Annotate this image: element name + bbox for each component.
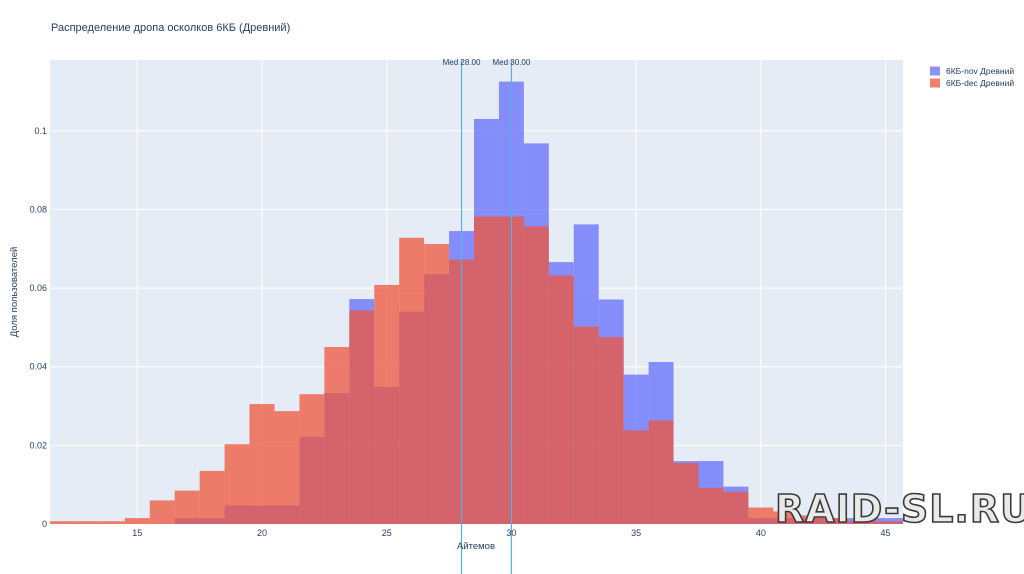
bar-dec[interactable] — [648, 420, 674, 524]
bar-dec[interactable] — [798, 515, 824, 524]
x-axis-title: Айтемов — [457, 541, 495, 552]
bar-dec[interactable] — [523, 226, 549, 524]
watermark-logo: RAID-SL.RU — [775, 487, 1024, 531]
bar-dec[interactable] — [673, 463, 699, 524]
bar-dec[interactable] — [773, 511, 799, 524]
legend[interactable]: 6КБ-nov Древний 6КБ-dec Древний — [930, 66, 1014, 88]
bar-dec[interactable] — [598, 337, 624, 524]
bar-dec[interactable] — [748, 507, 774, 524]
x-tick-labels: 15 20 25 30 35 40 45 — [132, 528, 890, 538]
y-tick-label: 0.04 — [29, 362, 47, 372]
y-axis-title: Доля пользователей — [9, 247, 20, 338]
legend-swatch[interactable] — [930, 78, 940, 88]
series-dec-bars[interactable] — [50, 216, 903, 525]
bar-dec[interactable] — [50, 521, 75, 524]
x-tick-label: 25 — [382, 528, 392, 538]
bar-dec[interactable] — [474, 216, 499, 524]
bar-dec[interactable] — [74, 521, 100, 524]
bar-dec[interactable] — [324, 347, 350, 524]
bar-dec[interactable] — [99, 521, 125, 524]
bar-dec[interactable] — [349, 310, 375, 524]
x-tick-label: 45 — [881, 528, 891, 538]
median-label: Med 30.00 — [493, 58, 531, 67]
bar-dec[interactable] — [224, 444, 250, 524]
bar-nov[interactable] — [848, 518, 874, 524]
y-tick-label: 0.1 — [34, 126, 47, 136]
bar-dec[interactable] — [848, 521, 874, 524]
bar-dec[interactable] — [274, 411, 300, 524]
y-tick-labels: 0 0.02 0.04 0.06 0.08 0.1 — [29, 126, 47, 529]
bar-dec[interactable] — [823, 518, 849, 524]
bar-dec[interactable] — [199, 470, 225, 524]
x-tick-label: 40 — [756, 528, 766, 538]
y-tick-label: 0.02 — [29, 440, 47, 450]
bar-dec[interactable] — [299, 394, 325, 524]
y-tick-label: 0.06 — [29, 283, 47, 293]
bar-dec[interactable] — [723, 491, 749, 524]
x-tick-label: 35 — [631, 528, 641, 538]
chart-title: Распределение дропа осколков 6КБ (Древни… — [51, 22, 290, 34]
bar-dec[interactable] — [399, 237, 425, 524]
bar-dec[interactable] — [249, 404, 275, 524]
bar-dec[interactable] — [424, 244, 450, 525]
legend-label[interactable]: 6КБ-dec Древний — [946, 78, 1014, 88]
y-tick-label: 0.08 — [29, 204, 47, 214]
median-label: Med 28.00 — [443, 58, 481, 67]
bar-dec[interactable] — [698, 487, 724, 524]
bar-dec[interactable] — [174, 490, 200, 524]
bar-dec[interactable] — [873, 521, 903, 524]
bar-dec[interactable] — [149, 500, 175, 524]
bar-dec[interactable] — [548, 275, 574, 524]
legend-label[interactable]: 6КБ-nov Древний — [946, 66, 1014, 76]
bar-dec[interactable] — [573, 326, 599, 524]
bar-dec[interactable] — [124, 518, 150, 524]
median-lines: Med 28.00 Med 30.00 — [443, 58, 531, 574]
bar-dec[interactable] — [374, 284, 400, 524]
bar-nov[interactable] — [873, 518, 903, 524]
y-tick-label: 0 — [42, 519, 47, 529]
bar-dec[interactable] — [623, 430, 649, 524]
x-tick-label: 30 — [506, 528, 516, 538]
x-tick-label: 15 — [132, 528, 142, 538]
x-tick-label: 20 — [257, 528, 267, 538]
legend-swatch[interactable] — [930, 66, 940, 76]
